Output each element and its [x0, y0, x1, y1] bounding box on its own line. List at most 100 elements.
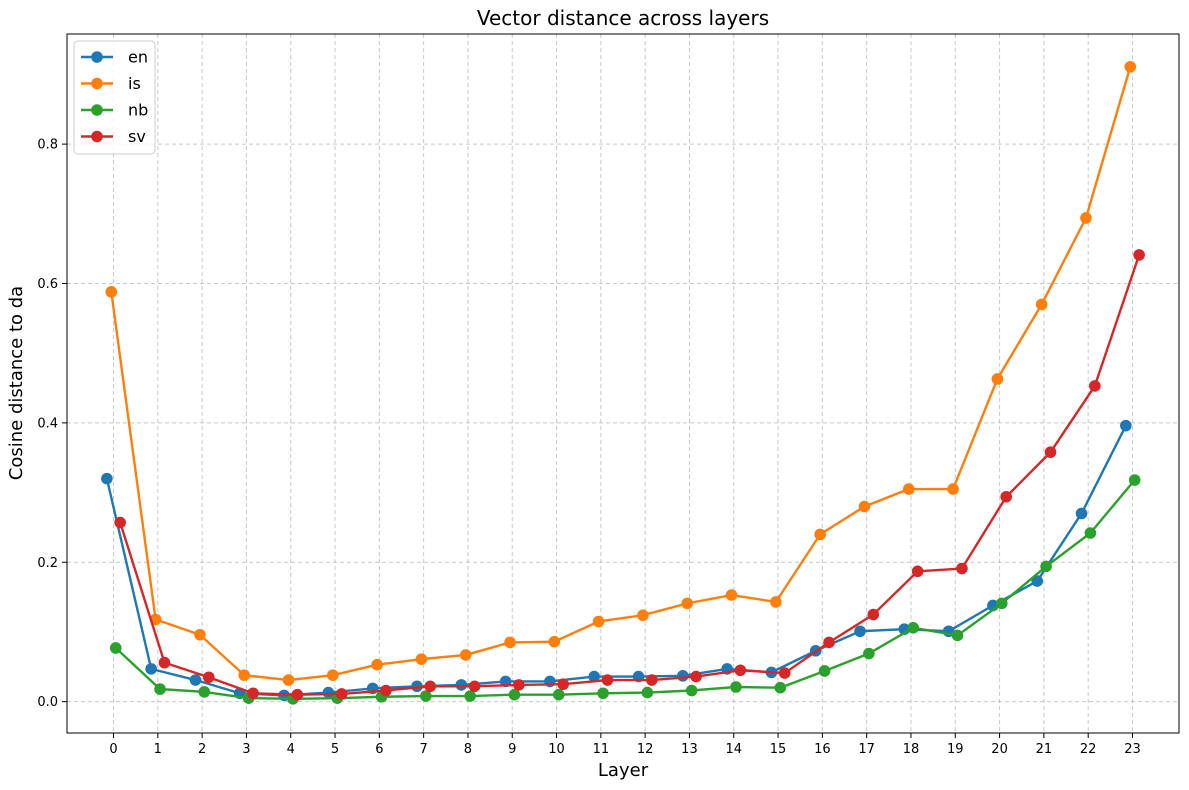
- legend-label: nb: [128, 101, 148, 120]
- legend-marker: [91, 130, 103, 143]
- x-tick-label: 4: [287, 742, 295, 757]
- data-point-nb: [995, 597, 1008, 610]
- data-point-sv: [1133, 249, 1145, 261]
- data-point-nb: [1128, 474, 1141, 486]
- data-point-nb: [774, 681, 787, 694]
- data-point-is: [947, 483, 959, 495]
- x-tick-label: 2: [198, 742, 206, 757]
- legend-marker: [91, 104, 103, 116]
- x-tick-label: 15: [770, 742, 787, 757]
- data-point-nb: [597, 687, 609, 700]
- data-point-nb: [730, 681, 742, 693]
- x-tick-label: 17: [858, 742, 875, 757]
- data-point-is: [592, 615, 605, 628]
- data-point-sv: [778, 667, 791, 679]
- data-point-nb: [154, 683, 166, 695]
- data-point-nb: [1084, 527, 1097, 539]
- x-tick-label: 5: [331, 742, 339, 757]
- x-tick-label: 14: [725, 742, 742, 757]
- x-tick-label: 12: [637, 742, 654, 757]
- data-point-en: [1120, 419, 1132, 432]
- y-tick-label: 0.6: [37, 277, 58, 292]
- x-tick-label: 3: [242, 742, 250, 757]
- data-point-is: [238, 669, 251, 681]
- data-point-nb: [109, 642, 122, 654]
- data-point-sv: [823, 636, 835, 649]
- data-point-en: [854, 625, 866, 638]
- data-point-is: [504, 636, 516, 649]
- series-line-is: [110, 66, 1132, 682]
- x-tick-label: 9: [508, 742, 516, 757]
- plot-frame: [66, 33, 1180, 734]
- data-point-nb: [685, 684, 698, 697]
- legend-entry-en: en: [81, 48, 148, 67]
- data-point-is: [681, 597, 694, 610]
- x-tick-label: 16: [814, 742, 831, 757]
- data-point-is: [725, 589, 738, 601]
- data-point-is: [415, 653, 428, 665]
- data-point-sv: [202, 671, 215, 684]
- data-point-is: [637, 609, 649, 622]
- series-group: [101, 60, 1145, 705]
- x-tick-label: 13: [681, 742, 698, 757]
- data-point-nb: [420, 690, 432, 702]
- data-point-is: [371, 658, 383, 671]
- y-tick-label: 0.8: [37, 138, 58, 153]
- chart-title: Vector distance across layers: [477, 6, 769, 30]
- legend: en is nb sv: [73, 40, 156, 155]
- x-tick-label: 19: [947, 742, 964, 757]
- y-tick-label: 0.0: [37, 695, 58, 710]
- data-point-en: [411, 680, 423, 693]
- data-point-en: [455, 679, 468, 691]
- data-point-sv: [513, 679, 525, 691]
- data-point-nb: [818, 665, 831, 677]
- data-point-sv: [1000, 490, 1013, 503]
- data-point-sv: [468, 680, 481, 693]
- data-point-is: [770, 596, 782, 608]
- data-point-en: [1075, 507, 1088, 520]
- legend-box: [73, 40, 156, 155]
- data-point-nb: [464, 690, 476, 702]
- data-point-en: [588, 670, 600, 683]
- data-point-sv: [247, 687, 259, 700]
- legend-label: is: [128, 74, 141, 93]
- data-point-sv: [380, 684, 392, 697]
- data-point-sv: [867, 608, 880, 621]
- data-point-is: [858, 500, 871, 513]
- data-point-is: [282, 674, 295, 686]
- data-point-is: [459, 649, 472, 661]
- legend-marker: [91, 77, 103, 90]
- legend-marker: [91, 51, 103, 63]
- data-point-en: [322, 686, 335, 699]
- legend-label: sv: [128, 127, 146, 146]
- data-point-is: [1035, 298, 1048, 311]
- x-tick-label: 21: [1036, 742, 1053, 757]
- data-point-is: [902, 483, 915, 495]
- data-point-nb: [863, 647, 875, 660]
- data-point-nb: [508, 688, 521, 701]
- series-line-nb: [114, 479, 1136, 701]
- data-point-sv: [424, 680, 437, 693]
- data-point-nb: [1040, 560, 1052, 573]
- x-tick-label: 6: [375, 742, 383, 757]
- x-tick-label: 20: [991, 742, 1008, 757]
- data-point-en: [677, 670, 689, 682]
- x-tick-label: 22: [1080, 742, 1097, 757]
- data-point-is: [327, 669, 339, 681]
- y-tick-label: 0.2: [37, 556, 58, 571]
- x-tick-label: 10: [548, 742, 565, 757]
- y-tick-label: 0.4: [37, 416, 58, 431]
- data-point-nb: [552, 688, 565, 701]
- data-point-sv: [1089, 380, 1101, 392]
- data-point-nb: [198, 686, 211, 698]
- data-point-is: [105, 286, 118, 298]
- data-point-is: [814, 528, 826, 541]
- data-point-sv: [734, 664, 747, 677]
- data-point-sv: [690, 670, 702, 683]
- data-point-sv: [646, 674, 658, 686]
- series-sv: [114, 249, 1145, 701]
- legend-entry-nb: nb: [81, 101, 148, 120]
- data-point-sv: [557, 678, 569, 691]
- data-point-nb: [641, 686, 654, 699]
